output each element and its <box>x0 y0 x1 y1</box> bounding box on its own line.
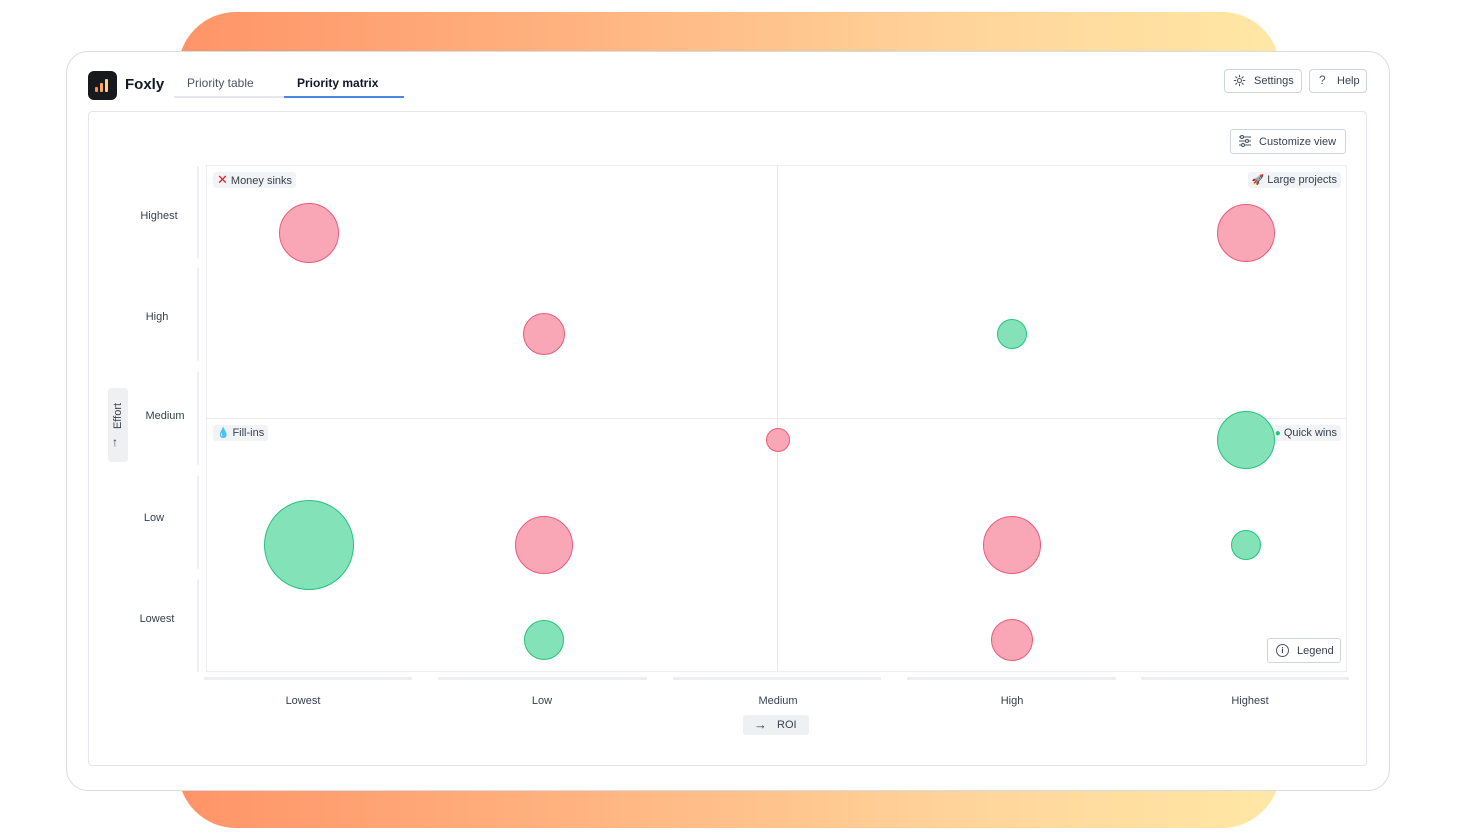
y-level-divider <box>197 476 199 569</box>
x-level-divider <box>1141 677 1349 680</box>
settings-label: Settings <box>1254 75 1294 87</box>
y-level-divider <box>197 372 199 465</box>
y-level-divider <box>197 579 199 672</box>
sliders-icon <box>1238 134 1252 151</box>
y-level-divider <box>197 166 199 259</box>
bubble-green[interactable] <box>997 319 1027 349</box>
priority-matrix-panel: Customize view Effort ↑ Highest High Med… <box>88 111 1367 766</box>
app-name: Foxly <box>125 76 165 93</box>
bubble-red[interactable] <box>983 516 1041 574</box>
bubble-red[interactable] <box>766 428 790 452</box>
bubble-red[interactable] <box>991 619 1033 661</box>
y-level-medium: Medium <box>145 410 185 422</box>
info-icon: i <box>1276 644 1289 657</box>
arrow-up-icon: ↑ <box>112 435 118 449</box>
bubble-red[interactable] <box>279 203 339 263</box>
roi-axis-label: ROI <box>777 719 797 731</box>
x-level-low: Low <box>531 695 553 707</box>
quadrant-label-quick-wins: ● Quick wins <box>1270 425 1341 441</box>
app-header: Foxly Priority table Priority matrix Set… <box>67 52 1389 110</box>
legend-label: Legend <box>1297 645 1334 657</box>
bubble-red[interactable] <box>1217 204 1275 262</box>
quadrant-label-fill-ins: 💧 Fill-ins <box>213 425 269 441</box>
legend-button[interactable]: i Legend <box>1267 638 1341 663</box>
y-level-divider <box>197 268 199 361</box>
quadrant-label-money-sinks: ✕ Money sinks <box>213 172 297 188</box>
help-label: Help <box>1337 75 1360 87</box>
arrow-right-icon: → <box>754 717 767 732</box>
tab-priority-table[interactable]: Priority table <box>174 76 284 98</box>
help-button[interactable]: ? Help <box>1309 69 1367 93</box>
x-level-divider <box>438 677 647 680</box>
settings-button[interactable]: Settings <box>1224 69 1302 93</box>
tab-priority-matrix[interactable]: Priority matrix <box>284 76 404 98</box>
bubble-green[interactable] <box>524 620 564 660</box>
x-level-divider <box>907 677 1116 680</box>
matrix-plot-area: ✕ Money sinks 🚀 Large projects 💧 Fill-ins ●… <box>206 165 1347 672</box>
bubble-red[interactable] <box>515 516 573 574</box>
quadrant-divider-horizontal <box>207 418 1346 419</box>
bubble-red[interactable] <box>523 313 565 355</box>
customize-view-label: Customize view <box>1259 136 1337 148</box>
droplet-icon: 💧 <box>217 428 230 439</box>
x-level-medium: Medium <box>758 695 798 707</box>
bubble-green[interactable] <box>1231 530 1261 560</box>
x-level-divider <box>204 677 412 680</box>
y-level-low: Low <box>143 512 165 524</box>
x-level-high: High <box>1000 695 1024 707</box>
rocket-icon: 🚀 <box>1251 175 1265 186</box>
bolt-icon: ● <box>1274 428 1281 439</box>
cross-icon: ✕ <box>217 172 228 187</box>
bubble-green[interactable] <box>264 500 354 590</box>
bubble-green[interactable] <box>1217 411 1275 469</box>
y-level-high: High <box>145 311 169 323</box>
customize-view-button[interactable]: Customize view <box>1230 129 1346 154</box>
app-logo-icon <box>88 71 117 100</box>
tab-label: Priority matrix <box>297 76 379 90</box>
roi-axis-title: → ROI <box>743 715 809 735</box>
tab-label: Priority table <box>187 76 254 90</box>
x-level-divider <box>673 677 881 680</box>
quadrant-label-large-projects: 🚀 Large projects <box>1247 172 1341 188</box>
gear-icon <box>1233 74 1246 90</box>
x-level-lowest: Lowest <box>285 695 321 707</box>
y-level-lowest: Lowest <box>139 613 175 625</box>
y-level-highest: Highest <box>140 210 178 222</box>
x-level-highest: Highest <box>1231 695 1269 707</box>
question-icon: ? <box>1319 73 1326 87</box>
app-window: Foxly Priority table Priority matrix Set… <box>66 51 1390 791</box>
effort-axis-title: Effort ↑ <box>108 388 128 462</box>
